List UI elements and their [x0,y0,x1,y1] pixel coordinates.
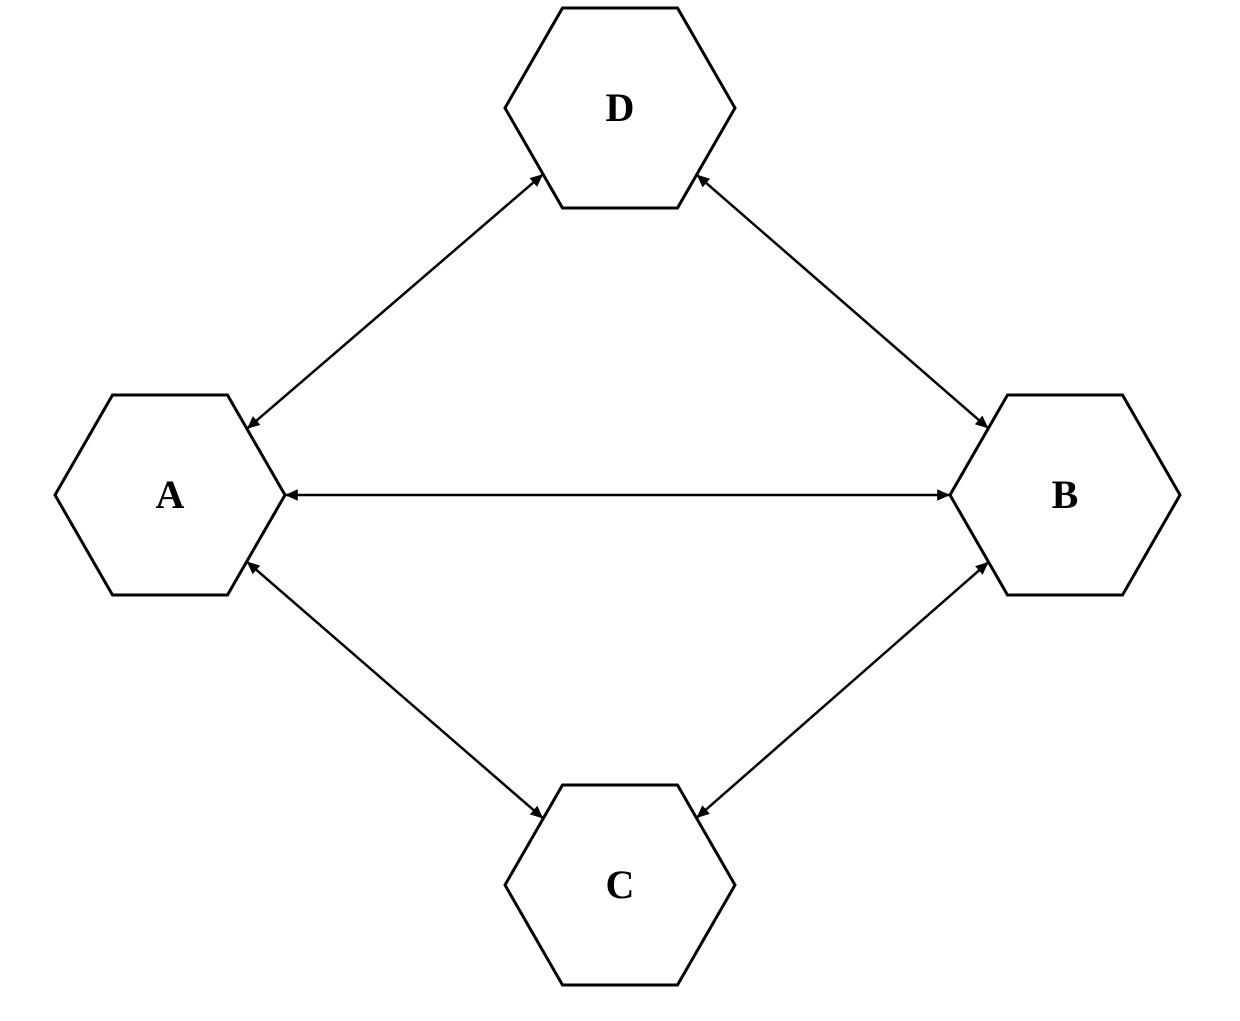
node-C-label: C [606,862,635,907]
nodes-group: A B C D [55,8,1180,985]
edge-A-D [247,174,543,429]
edge-B-D [697,175,989,429]
edge-B-C [696,562,988,818]
diagram-canvas: A B C D [0,0,1240,1021]
node-B-label: B [1052,472,1079,517]
node-D-label: D [606,85,635,130]
edge-A-B [285,489,950,500]
edges-group [247,174,989,818]
edge-A-C [247,562,543,819]
node-A-label: A [156,472,185,517]
